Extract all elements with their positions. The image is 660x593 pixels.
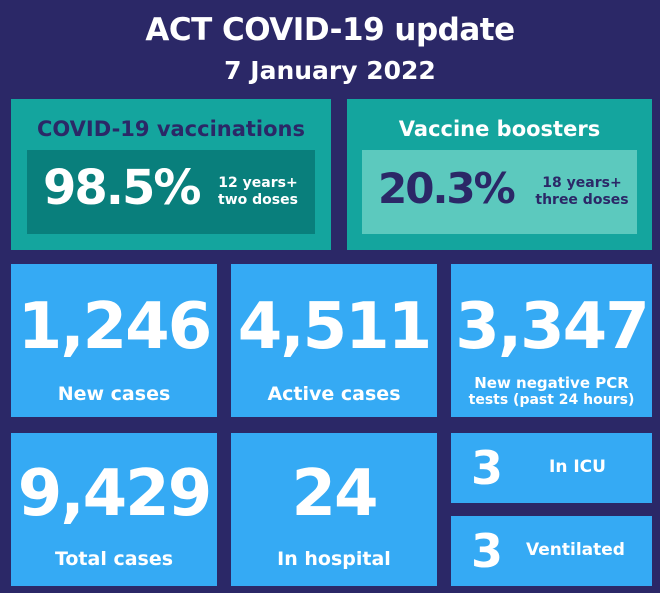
in-icu-value: 3: [471, 441, 504, 495]
in-icu-tile: 3 In ICU: [451, 433, 652, 503]
negative-tests-label-line1: New negative PCR: [474, 374, 629, 392]
total-cases-label: Total cases: [54, 548, 174, 570]
ventilated-tile: 3 Ventilated: [451, 516, 652, 586]
new-cases-tile: 1,246 New cases: [11, 264, 217, 417]
new-cases-value: 1,246: [17, 290, 212, 364]
ventilated-value: 3: [471, 524, 504, 578]
page-date: 7 January 2022: [224, 56, 436, 85]
boosters-note: 18 years+ three doses: [532, 175, 632, 209]
vaccinations-note-line2: two doses: [218, 192, 298, 208]
ventilated-label: Ventilated: [526, 540, 625, 560]
boosters-percent: 20.3%: [378, 164, 516, 213]
boosters-inner-box: 20.3% 18 years+ three doses: [362, 150, 637, 234]
vaccinations-note: 12 years+ two doses: [213, 175, 303, 209]
boosters-panel: Vaccine boosters 20.3% 18 years+ three d…: [347, 99, 652, 250]
vaccinations-note-line1: 12 years+: [218, 175, 298, 191]
vaccinations-panel: COVID-19 vaccinations 98.5% 12 years+ tw…: [11, 99, 331, 250]
total-cases-tile: 9,429 Total cases: [11, 433, 217, 586]
in-hospital-tile: 24 In hospital: [231, 433, 437, 586]
boosters-title: Vaccine boosters: [398, 117, 601, 141]
vaccinations-inner-box: 98.5% 12 years+ two doses: [27, 150, 315, 234]
negative-tests-label-line2: tests (past 24 hours): [468, 392, 635, 408]
in-hospital-label: In hospital: [277, 548, 391, 570]
new-cases-label: New cases: [57, 383, 171, 405]
page-title: ACT COVID-19 update: [145, 12, 515, 48]
total-cases-value: 9,429: [17, 457, 212, 531]
vaccinations-percent: 98.5%: [43, 160, 202, 216]
boosters-note-line2: three doses: [535, 192, 629, 208]
vaccinations-title: COVID-19 vaccinations: [36, 117, 306, 141]
active-cases-label: Active cases: [267, 383, 401, 405]
in-hospital-value: 24: [291, 457, 378, 531]
in-icu-label: In ICU: [549, 457, 606, 477]
negative-tests-value: 3,347: [455, 290, 649, 364]
active-cases-value: 4,511: [237, 290, 432, 364]
boosters-note-line1: 18 years+: [542, 175, 622, 191]
active-cases-tile: 4,511 Active cases: [231, 264, 437, 417]
negative-tests-tile: 3,347 New negative PCR tests (past 24 ho…: [451, 264, 652, 417]
